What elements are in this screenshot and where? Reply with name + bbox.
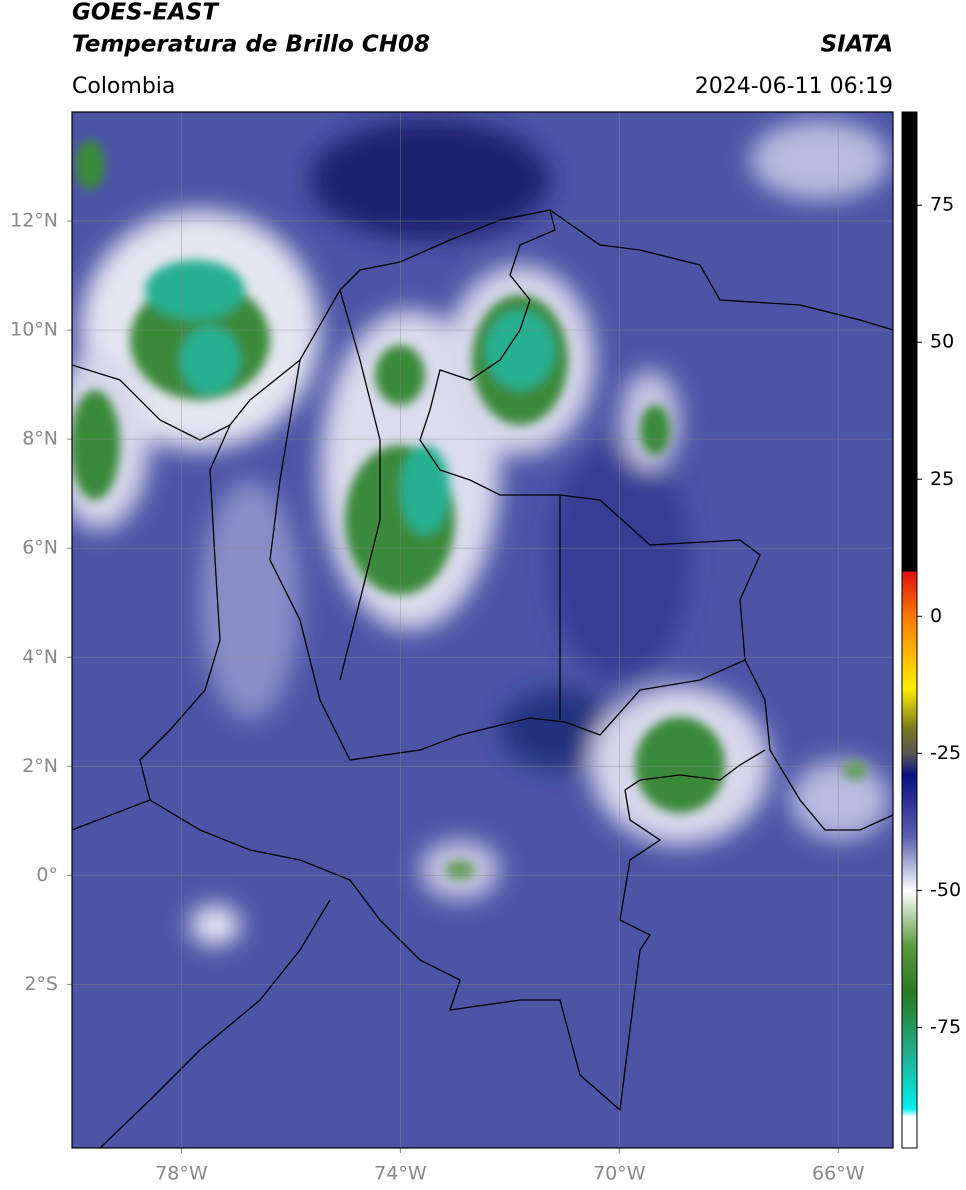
lat-tick-label: 10°N	[10, 319, 58, 341]
colorbar-tick-label: 50	[930, 331, 954, 353]
colorbar-tick-label: -50	[930, 879, 961, 901]
lon-tick-label: 66°W	[812, 1163, 865, 1185]
lat-tick-label: 4°N	[22, 646, 58, 668]
colorbar-tick-label: 75	[930, 194, 954, 216]
colorbar	[901, 111, 918, 1149]
colorbar-ticks: 75 50 25 0 -25 -50 -75	[917, 194, 961, 1038]
colorbar-tick-label: 25	[930, 468, 954, 490]
colorbar-tick-label: 0	[930, 605, 942, 627]
satellite-image	[72, 112, 893, 1148]
lat-tick-label: 6°N	[22, 537, 58, 559]
map-grid: 78°W 74°W 70°W 66°W 12°N 10°N 8°N 6°N 4°N 2°N 0° 2°…	[10, 112, 893, 1185]
borders	[72, 209, 893, 1148]
map-frame	[71, 111, 894, 1149]
lon-tick-label: 78°W	[155, 1163, 208, 1185]
colorbar-tick-label: -75	[930, 1016, 961, 1038]
lat-tick-label: 2°N	[22, 755, 58, 777]
colorbar-tick-label: -25	[930, 742, 961, 764]
lat-tick-label: 12°N	[10, 210, 58, 232]
title: GOES-EAST	[72, 0, 220, 26]
title: Temperatura de Brillo CH08	[72, 32, 430, 58]
lat-tick-label: 2°S	[24, 973, 58, 995]
region: Colombia	[72, 74, 175, 99]
datetime: 2024-06-11 06:19	[695, 74, 893, 99]
lon-tick-label: 70°W	[593, 1163, 646, 1185]
lon-tick-label: 74°W	[374, 1163, 427, 1185]
lat-tick-label: 0°	[36, 864, 58, 886]
lat-tick-label: 8°N	[22, 428, 58, 450]
source: SIATA	[821, 32, 893, 58]
